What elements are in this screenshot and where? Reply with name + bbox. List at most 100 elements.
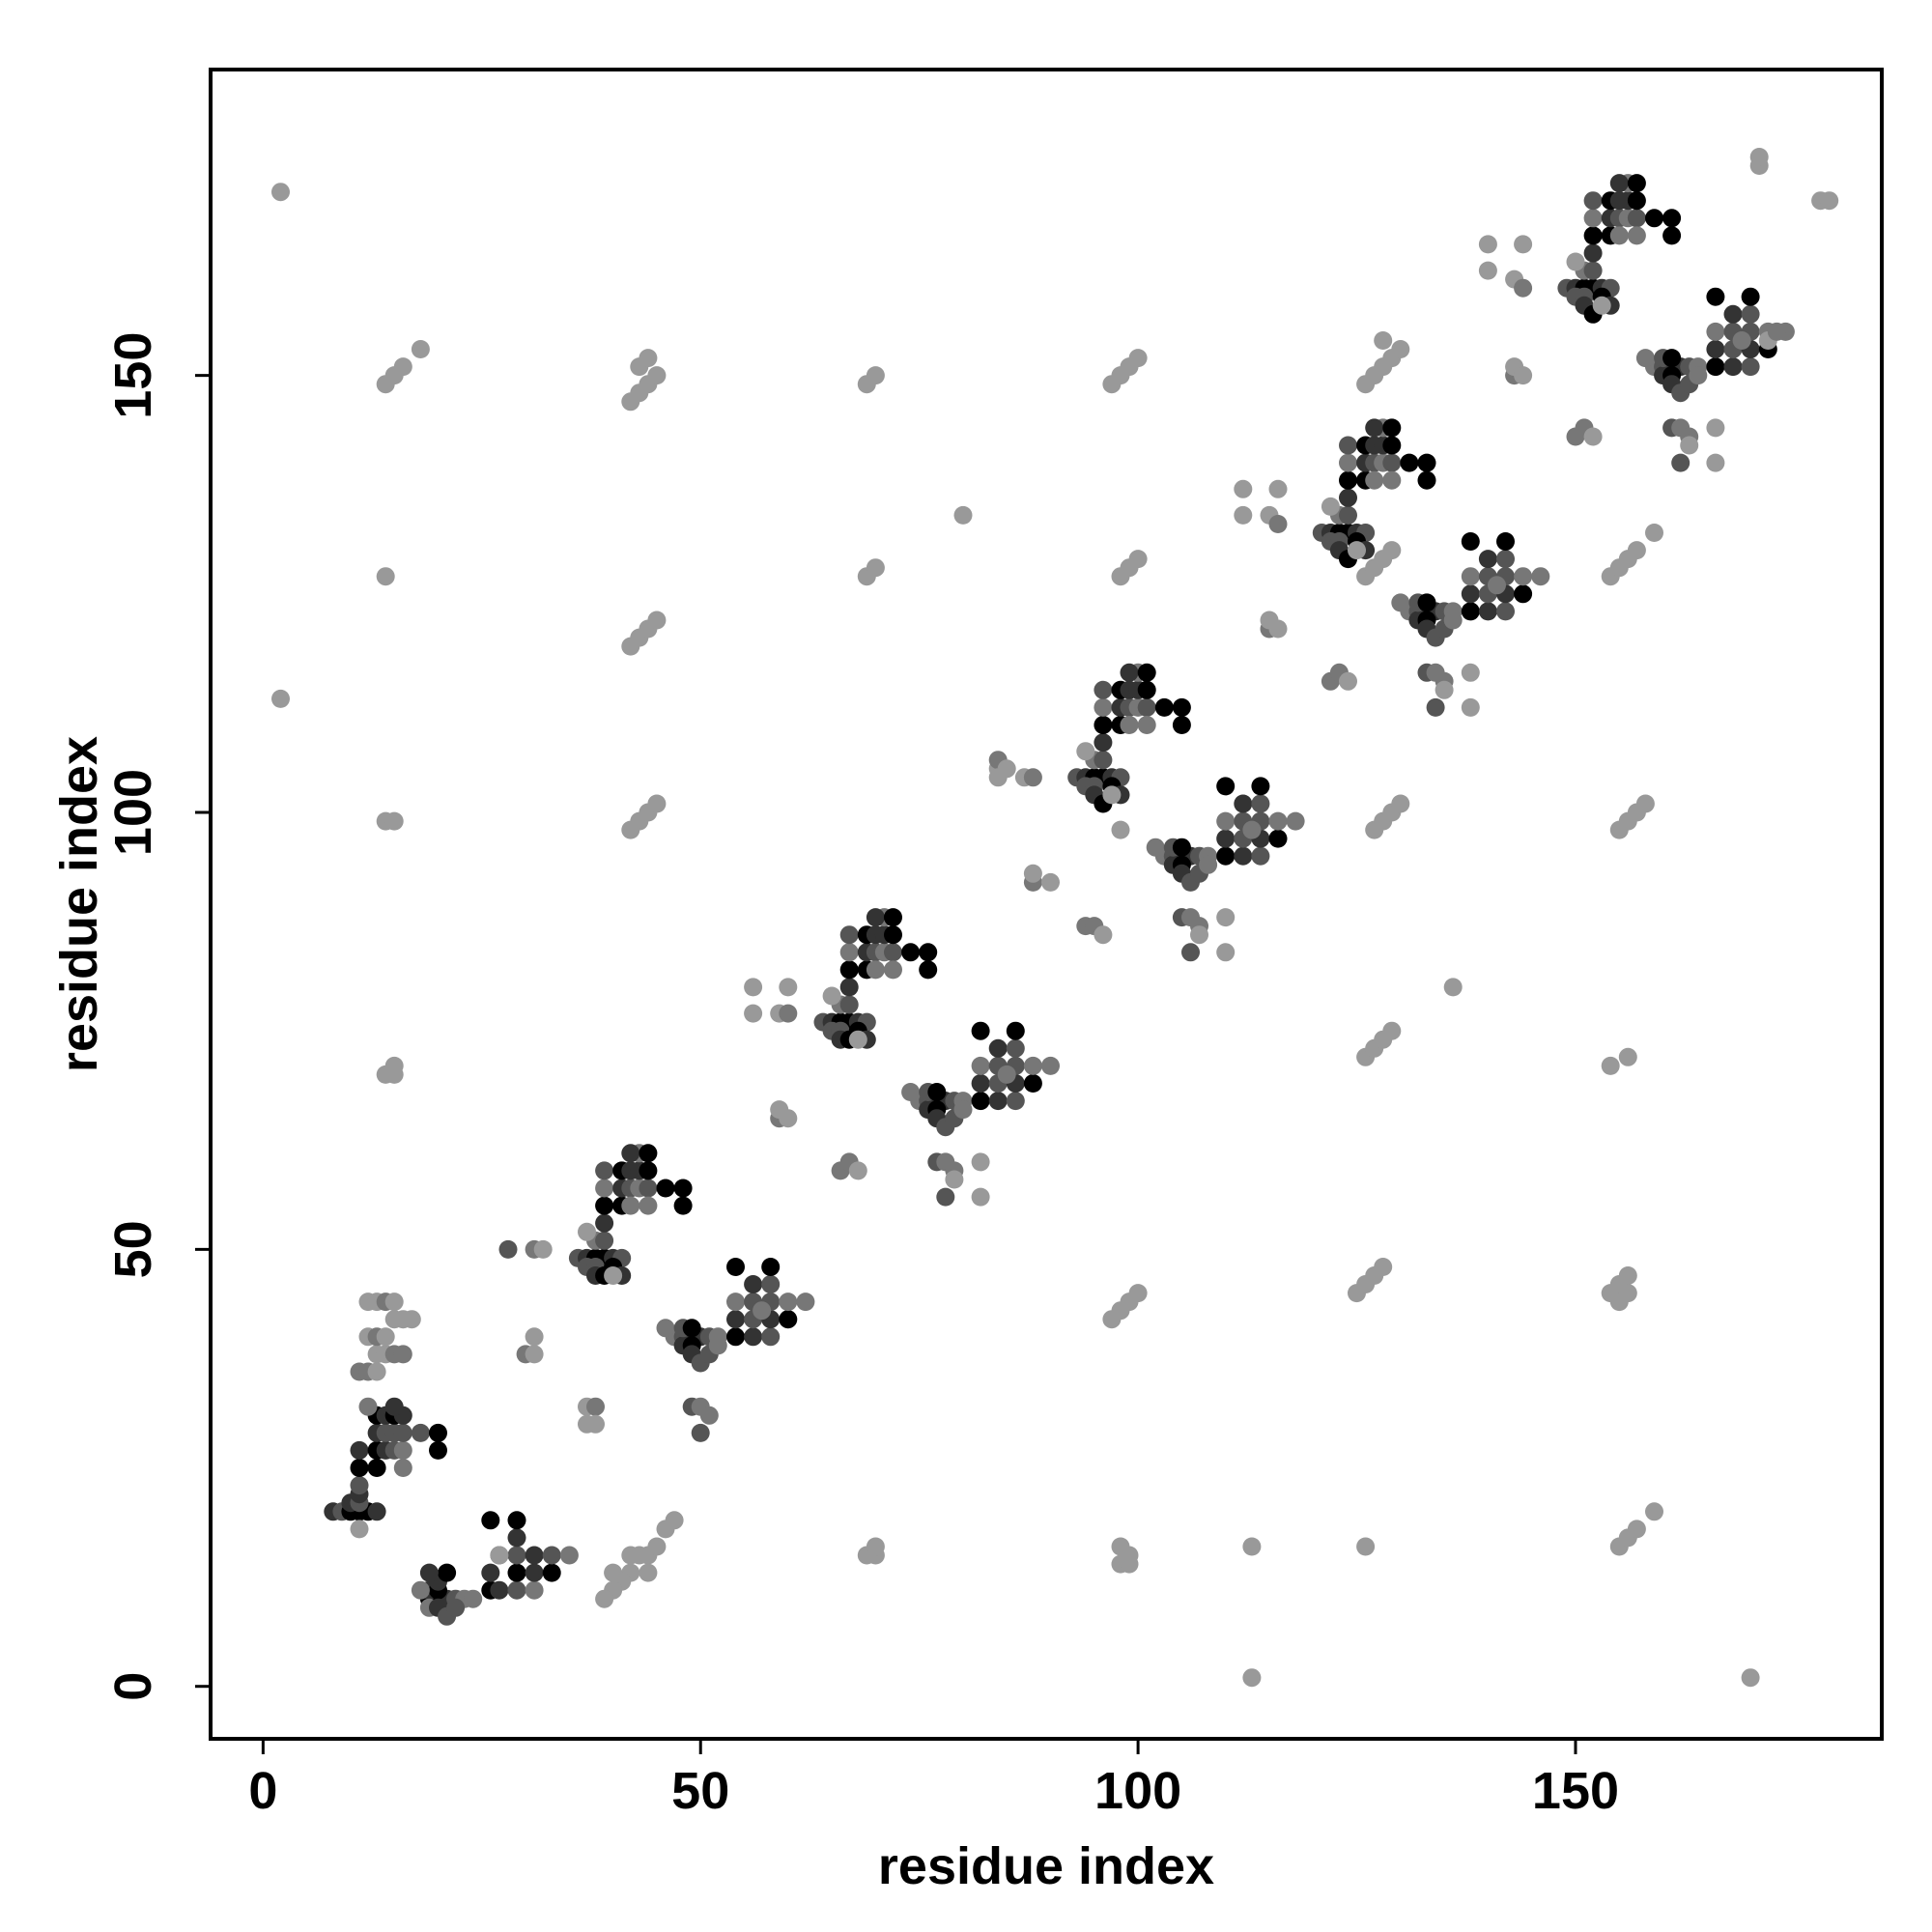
data-point xyxy=(1102,785,1122,805)
data-point xyxy=(656,1319,675,1338)
data-point xyxy=(884,943,902,962)
data-point xyxy=(839,978,859,997)
y-axis: 0 50 100 150 xyxy=(104,332,213,1701)
data-point xyxy=(839,925,859,945)
data-point xyxy=(1723,304,1743,324)
data-point xyxy=(1635,794,1655,813)
data-point xyxy=(1006,1038,1025,1058)
data-point xyxy=(1435,680,1454,699)
data-point xyxy=(384,1397,404,1416)
data-point xyxy=(1618,1047,1637,1066)
data-point xyxy=(1120,716,1139,734)
data-point xyxy=(419,1563,439,1582)
data-point xyxy=(988,1038,1008,1058)
data-point xyxy=(1172,716,1191,734)
data-point xyxy=(1023,768,1042,787)
data-point xyxy=(1741,287,1760,306)
x-axis: 0 50 100 150 xyxy=(248,1737,1619,1820)
data-point xyxy=(1627,226,1646,245)
data-point xyxy=(1514,366,1533,385)
data-point xyxy=(1488,576,1506,595)
data-point xyxy=(350,1476,369,1495)
data-points xyxy=(271,148,1839,1688)
data-point xyxy=(411,340,430,358)
data-point xyxy=(1339,453,1357,472)
data-point xyxy=(1461,663,1480,682)
data-point xyxy=(1583,243,1603,263)
data-point xyxy=(1128,1284,1148,1303)
data-point xyxy=(586,1397,605,1416)
data-point xyxy=(1023,1074,1042,1093)
data-point xyxy=(507,1563,526,1582)
data-point xyxy=(647,611,667,630)
data-point xyxy=(639,1161,658,1180)
data-point xyxy=(1741,357,1760,377)
data-point xyxy=(1767,322,1786,341)
data-point xyxy=(604,1563,623,1582)
data-point xyxy=(507,1528,526,1548)
data-point xyxy=(1514,278,1533,298)
data-point xyxy=(639,349,658,368)
data-point xyxy=(796,1293,815,1312)
data-point xyxy=(1478,602,1497,621)
data-point xyxy=(1111,820,1130,839)
data-point xyxy=(1172,697,1191,717)
data-point xyxy=(1339,436,1357,455)
data-point xyxy=(726,1258,745,1276)
data-point xyxy=(971,1056,990,1075)
data-point xyxy=(1348,541,1366,560)
data-point xyxy=(358,1397,378,1416)
x-axis-title: residue index xyxy=(878,1837,1214,1895)
data-point xyxy=(1662,226,1682,245)
data-point xyxy=(744,1327,763,1347)
data-point xyxy=(1006,1021,1025,1040)
data-point xyxy=(1374,1258,1393,1276)
data-point xyxy=(988,1092,1008,1111)
data-point xyxy=(744,1275,763,1293)
data-point xyxy=(595,1196,614,1215)
data-point xyxy=(1741,1668,1760,1688)
data-point xyxy=(498,1239,518,1259)
data-point xyxy=(507,1546,526,1565)
data-point xyxy=(1461,602,1480,621)
data-point xyxy=(1268,829,1288,848)
data-point xyxy=(1478,261,1497,280)
data-point xyxy=(1645,209,1663,228)
data-point xyxy=(901,1083,921,1101)
data-point xyxy=(971,1021,990,1040)
data-point xyxy=(1137,697,1156,717)
data-point xyxy=(779,978,798,997)
data-point xyxy=(393,357,412,377)
y-tick-label: 0 xyxy=(104,1672,162,1701)
x-tick-label: 150 xyxy=(1532,1762,1619,1820)
data-point xyxy=(919,960,938,980)
data-point xyxy=(779,1310,798,1329)
data-point xyxy=(1128,349,1148,368)
data-point xyxy=(393,1459,412,1477)
data-point xyxy=(1251,777,1270,796)
data-point xyxy=(866,908,885,927)
data-point xyxy=(595,1161,614,1180)
x-tick-label: 50 xyxy=(671,1762,729,1820)
data-point xyxy=(639,1179,658,1198)
data-point xyxy=(1234,505,1253,525)
data-point xyxy=(1741,304,1760,324)
data-point xyxy=(1216,908,1236,927)
data-point xyxy=(1268,619,1288,639)
data-point xyxy=(1216,777,1236,796)
data-point xyxy=(1662,209,1682,228)
data-point xyxy=(595,1213,614,1233)
data-point xyxy=(971,1092,990,1111)
data-point xyxy=(1154,697,1174,717)
data-point xyxy=(1146,838,1165,857)
data-point xyxy=(559,1546,579,1565)
data-point xyxy=(1706,357,1725,377)
data-point xyxy=(1023,1056,1042,1075)
data-point xyxy=(1706,287,1725,306)
data-point xyxy=(384,1293,404,1312)
data-point xyxy=(1635,349,1655,368)
data-point xyxy=(1242,820,1262,839)
data-point xyxy=(376,567,395,586)
data-point xyxy=(1618,1266,1637,1285)
